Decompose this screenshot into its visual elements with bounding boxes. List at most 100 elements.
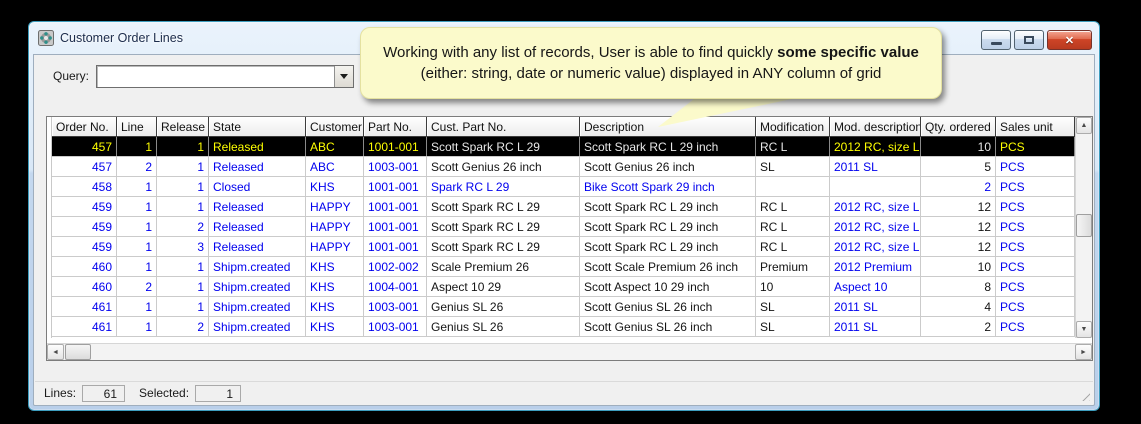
horizontal-scrollbar[interactable]: ◄ ► [47, 343, 1092, 361]
column-header-sales-unit[interactable]: Sales unit [996, 117, 1075, 137]
grid-cell: Scott Spark RC L 29 inch [580, 217, 756, 236]
grid-cell: Aspect 10 [830, 277, 921, 296]
table-row[interactable]: 457 2 1 Released ABC 1003-001 Scott Genius 26 … [52, 157, 1075, 177]
column-header-description[interactable]: Description [580, 117, 756, 137]
client-area: Query: Order No. Line Release State Customer… [33, 54, 1095, 406]
table-row[interactable]: 458 1 1 Closed KHS 1001-001 Spark RC L 29 Bike … [52, 177, 1075, 197]
grid-cell: KHS [306, 277, 364, 296]
scroll-left-button[interactable]: ◄ [47, 344, 64, 361]
grid-cell: PCS [996, 137, 1075, 156]
grid-cell: PCS [996, 317, 1075, 336]
scroll-up-button[interactable]: ▲ [1076, 117, 1092, 134]
grid-cell: 2 [117, 277, 157, 296]
grid-cell: 2012 RC, size L [830, 217, 921, 236]
horizontal-scrollbar-thumb[interactable] [65, 344, 91, 361]
table-row[interactable]: 459 1 2 Released HAPPY 1001-001 Scott Spark RC… [52, 217, 1075, 237]
grid-cell: Scott Genius SL 26 inch [580, 297, 756, 316]
horizontal-scrollbar-track[interactable] [91, 344, 1075, 360]
minimize-button[interactable] [981, 30, 1011, 50]
grid-cell [830, 177, 921, 196]
resize-grip[interactable] [1077, 388, 1090, 401]
grid-cell: 2 [921, 177, 996, 196]
column-header-cust-part-no[interactable]: Cust. Part No. [427, 117, 580, 137]
column-header-release[interactable]: Release [157, 117, 209, 137]
grid-cell: Shipm.created [209, 317, 306, 336]
column-header-part-no[interactable]: Part No. [364, 117, 427, 137]
grid-cell: PCS [996, 297, 1075, 316]
query-combobox[interactable] [96, 65, 354, 88]
grid-cell: RC L [756, 137, 830, 156]
grid-cell: HAPPY [306, 237, 364, 256]
grid-cell: 458 [52, 177, 117, 196]
status-bar: Lines: 61 Selected: 1 [35, 381, 1093, 404]
vertical-scrollbar[interactable]: ▲ ▼ [1075, 117, 1092, 339]
column-header-line[interactable]: Line [117, 117, 157, 137]
grid-cell: Premium [756, 257, 830, 276]
scroll-right-button[interactable]: ► [1075, 344, 1092, 361]
grid-cell: 1 [117, 297, 157, 316]
grid-cell: Released [209, 197, 306, 216]
grid-cell: Scott Scale Premium 26 inch [580, 257, 756, 276]
grid-cell: 2012 RC, size L [830, 237, 921, 256]
column-header-customer[interactable]: Customer [306, 117, 364, 137]
grid-cell: 2011 SL [830, 157, 921, 176]
grid-cell: 1 [117, 217, 157, 236]
grid-cell: 461 [52, 317, 117, 336]
grid-cell: 1001-001 [364, 217, 427, 236]
grid-cell: 8 [921, 277, 996, 296]
vertical-scrollbar-thumb[interactable] [1076, 214, 1092, 237]
grid-cell: ABC [306, 137, 364, 156]
column-header-state[interactable]: State [209, 117, 306, 137]
grid-cell: 461 [52, 297, 117, 316]
grid-cell: Scott Spark RC L 29 inch [580, 197, 756, 216]
grid-cell: 10 [921, 137, 996, 156]
grid-cell: HAPPY [306, 217, 364, 236]
query-dropdown-button[interactable] [334, 66, 353, 87]
grid-cell: Scott Genius 26 inch [580, 157, 756, 176]
grid-cell: Scott Spark RC L 29 [427, 217, 580, 236]
grid-cell: 2011 SL [830, 317, 921, 336]
table-row[interactable]: 459 1 1 Released HAPPY 1001-001 Scott Spark RC… [52, 197, 1075, 217]
app-icon[interactable] [38, 30, 54, 46]
grid-cell: 2012 Premium [830, 257, 921, 276]
grid-cell: 1 [117, 317, 157, 336]
grid-cell: 1 [117, 197, 157, 216]
grid-cell: Scott Spark RC L 29 inch [580, 137, 756, 156]
titlebar[interactable]: Customer Order Lines ✕ [29, 22, 1099, 54]
column-header-qty-ordered[interactable]: Qty. ordered [921, 117, 996, 137]
grid-cell: Scott Genius 26 inch [427, 157, 580, 176]
maximize-button[interactable] [1014, 30, 1044, 50]
grid-cell: 1003-001 [364, 157, 427, 176]
table-row[interactable]: 460 1 1 Shipm.created KHS 1002-002 Scale Premi… [52, 257, 1075, 277]
grid-cell: Scott Aspect 10 29 inch [580, 277, 756, 296]
grid-cell: 1 [157, 197, 209, 216]
selected-count: 1 [195, 384, 242, 402]
order-lines-grid: Order No. Line Release State Customer Part No… [46, 116, 1093, 361]
selected-label: Selected: [139, 386, 190, 400]
grid-cell: KHS [306, 297, 364, 316]
table-row[interactable]: 457 1 1 Released ABC 1001-001 Scott Spark RC L… [52, 137, 1075, 157]
table-row[interactable]: 459 1 3 Released HAPPY 1001-001 Scott Spark RC… [52, 237, 1075, 257]
column-header-modification[interactable]: Modification [756, 117, 830, 137]
query-label: Query: [53, 69, 90, 83]
table-row[interactable]: 461 1 2 Shipm.created KHS 1003-001 Genius SL 2… [52, 317, 1075, 337]
grid-cell: 1 [117, 177, 157, 196]
callout-bubble: Working with any list of records, User i… [360, 27, 942, 99]
grid-cell: 1 [157, 137, 209, 156]
table-row[interactable]: 460 2 1 Shipm.created KHS 1004-001 Aspect 10 2… [52, 277, 1075, 297]
column-header-mod-description[interactable]: Mod. description [830, 117, 921, 137]
query-input[interactable] [97, 66, 334, 87]
vertical-scrollbar-track[interactable] [1076, 134, 1092, 321]
grid-cell: SL [756, 317, 830, 336]
close-button[interactable]: ✕ [1047, 30, 1092, 50]
scroll-down-button[interactable]: ▼ [1076, 321, 1092, 339]
grid-cell: 1 [157, 277, 209, 296]
close-icon: ✕ [1064, 34, 1075, 47]
grid-cell: 2 [117, 157, 157, 176]
grid-cell: Scott Spark RC L 29 [427, 137, 580, 156]
column-header-order-no[interactable]: Order No. [52, 117, 117, 137]
table-row[interactable]: 461 1 1 Shipm.created KHS 1003-001 Genius SL 2… [52, 297, 1075, 317]
lines-count: 61 [82, 384, 126, 402]
grid-cell: 1 [157, 257, 209, 276]
lines-label: Lines: [44, 386, 77, 400]
